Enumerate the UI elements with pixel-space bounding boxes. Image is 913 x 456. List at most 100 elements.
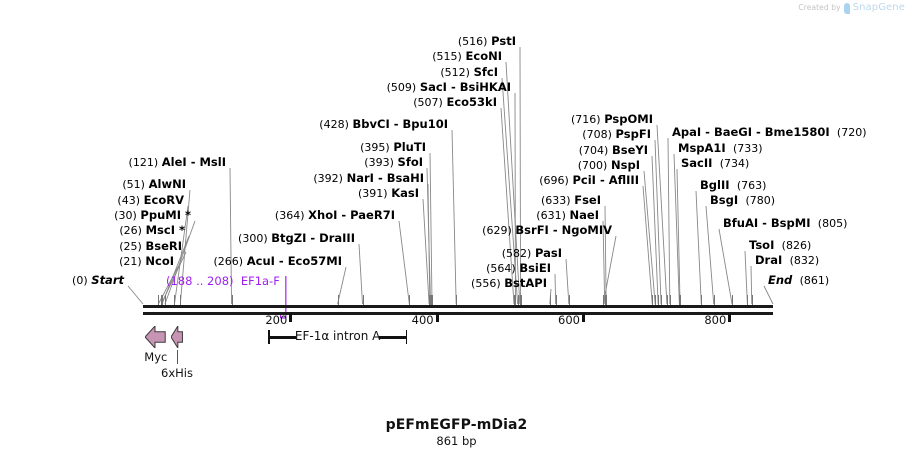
enzyme-position-bsgi: (780) (745, 194, 776, 207)
enzyme-position-ncoi: (21) (119, 255, 142, 268)
enzyme-label-bfuai[interactable]: BfuAI - BspMI (805) (723, 216, 847, 231)
enzyme-label-bglii[interactable]: BglII (763) (700, 179, 766, 193)
enzyme-name-bsgi: BsgI (710, 193, 739, 207)
enzyme-label-xhoi[interactable]: (364) XhoI - PaeR7I (275, 209, 395, 223)
primer-range-ef1a-f: (188 .. 208) (166, 274, 234, 288)
enzyme-label-bstapi[interactable]: (556) BstAPI (471, 276, 547, 291)
cut-site-tick-msci (162, 295, 164, 305)
enzyme-position-apai: (720) (836, 126, 867, 139)
feature-arrow-6xhis[interactable] (170, 326, 183, 348)
enzyme-label-bseri[interactable]: (25) BseRI (119, 240, 182, 254)
enzyme-position-mspa1i: (733) (733, 142, 763, 155)
enzyme-label-bsgi[interactable]: BsgI (780) (710, 193, 776, 208)
enzyme-label-bsiei[interactable]: (564) BsiEI (486, 262, 551, 276)
enzyme-label-eco53ki[interactable]: (507) Eco53kI (413, 96, 497, 110)
enzyme-label-drai[interactable]: DraI (832) (755, 254, 819, 268)
enzyme-name-sfci: SfcI (473, 65, 498, 79)
end-label-position: (861) (799, 274, 830, 287)
enzyme-label-econi[interactable]: (515) EcoNI (432, 49, 502, 64)
enzyme-name-bstapi: BstAPI (504, 276, 547, 290)
enzyme-name-btgzi: BtgZI - DraIII (271, 231, 355, 245)
enzyme-label-nspi[interactable]: (700) NspI (578, 158, 640, 173)
enzyme-position-pspfi: (708) (582, 128, 612, 141)
enzyme-label-sacii[interactable]: SacII (734) (681, 157, 749, 171)
cut-site-tick-ncoi (158, 295, 160, 305)
enzyme-name-kasi: KasI (391, 186, 419, 200)
enzyme-label-pspomi[interactable]: (716) PspOMI (571, 113, 653, 127)
enzyme-label-fsei[interactable]: (633) FseI (540, 193, 601, 208)
enzyme-label-nari[interactable]: (392) NarI - BsaHI (313, 172, 424, 186)
cut-site-tick-bseri (161, 295, 163, 305)
enzyme-label-acui[interactable]: (266) AcuI - Eco57MI (213, 255, 342, 269)
end-label[interactable]: End (861) (768, 274, 830, 288)
plasmid-size-label: 861 bp (436, 434, 477, 448)
enzyme-position-nari: (392) (313, 172, 343, 185)
cut-site-tick-btgzi (362, 295, 364, 305)
enzyme-position-econi: (515) (432, 50, 462, 63)
enzyme-label-psti[interactable]: (516) PstI (458, 35, 516, 49)
enzyme-label-pcii[interactable]: (696) PciI - AflIII (539, 173, 639, 188)
enzyme-label-sfci[interactable]: (512) SfcI (440, 65, 498, 80)
enzyme-label-apai[interactable]: ApaI - BaeGI - Bme1580I (720) (672, 126, 867, 140)
enzyme-label-alei-msli[interactable]: (121) AleI - MslI (129, 156, 226, 170)
enzyme-name-fsei: FseI (574, 193, 601, 207)
enzyme-position-bstapi: (556) (471, 277, 501, 290)
feature-ef1a-intron-a[interactable]: EF-1α intron A (268, 329, 408, 344)
cut-site-tick-bseyi (658, 295, 660, 305)
enzyme-name-saci: SacI - BsiHKAI (419, 80, 511, 94)
enzyme-label-tsoi[interactable]: TsoI (826) (749, 239, 811, 253)
plasmid-title: pEFmEGFP-mDia2 (385, 417, 528, 433)
enzyme-position-bseyi: (704) (578, 144, 609, 157)
ruler-label-600: 600 (558, 313, 580, 327)
cut-site-tick-bsgi (713, 295, 715, 305)
enzyme-label-saci[interactable]: (509) SacI - BsiHKAI (387, 80, 511, 95)
enzyme-label-naei[interactable]: (631) NaeI (536, 209, 599, 223)
start-label[interactable]: (0) Start (72, 274, 124, 288)
cut-site-tick-mspa1i (679, 295, 681, 305)
cut-site-tick-sfoi (430, 295, 432, 305)
enzyme-label-ecorv[interactable]: (43) EcoRV (117, 193, 184, 208)
enzyme-label-sfoi[interactable]: (393) SfoI (364, 155, 423, 170)
enzyme-label-alwni[interactable]: (51) AlwNI (122, 178, 186, 192)
enzyme-label-pasi[interactable]: (582) PasI (502, 247, 562, 261)
enzyme-label-mspa1i[interactable]: MspA1I (733) (678, 141, 763, 156)
feature-label-ef1a-intron-a: EF-1α intron A (294, 329, 381, 343)
enzyme-position-eco53ki: (507) (413, 96, 443, 109)
enzyme-name-sfoi: SfoI (397, 155, 423, 169)
enzyme-name-bfuai: BfuAI - BspMI (723, 216, 811, 230)
watermark-created-by-label: Created by (798, 3, 841, 12)
snapgene-logo-icon (843, 3, 850, 14)
enzyme-position-bseri: (25) (119, 240, 142, 253)
cut-site-tick-pluti (432, 295, 434, 305)
enzyme-position-fsei: (633) (540, 194, 571, 207)
enzyme-label-msci[interactable]: (26) MscI * (119, 224, 185, 238)
enzyme-label-btgzi[interactable]: (300) BtgZI - DraIII (238, 231, 355, 246)
enzyme-label-bbvci[interactable]: (428) BbvCI - Bpu10I (319, 118, 448, 132)
cut-site-tick-alei-msli (231, 295, 233, 305)
cut-site-tick-bsiei (555, 295, 557, 305)
enzyme-name-mspa1i: MspA1I (678, 141, 726, 155)
cut-site-tick-nari (429, 295, 431, 305)
enzyme-position-kasi: (391) (357, 187, 388, 200)
enzyme-label-bseyi[interactable]: (704) BseYI (578, 144, 648, 158)
enzyme-label-pspfi[interactable]: (708) PspFI (582, 128, 651, 142)
enzyme-name-econi: EcoNI (465, 49, 502, 63)
enzyme-name-ecorv: EcoRV (143, 193, 184, 207)
cut-site-tick-fsei (606, 295, 608, 305)
enzyme-position-btgzi: (300) (238, 232, 268, 245)
enzyme-label-bsrfi[interactable]: (629) BsrFI - NgoMIV (482, 224, 612, 238)
cut-site-tick-pcii (652, 295, 654, 305)
cut-site-tick-bsrfi (603, 295, 605, 305)
primer-label-ef1a-f[interactable]: (188 .. 208) EF1a-F (166, 274, 280, 288)
start-label-position: (0) (72, 274, 88, 287)
enzyme-label-ncoi[interactable]: (21) NcoI (119, 255, 174, 269)
enzyme-name-pcii: PciI - AflIII (572, 173, 639, 187)
enzyme-name-nspi: NspI (611, 158, 640, 172)
feature-arrow-myc[interactable] (145, 326, 166, 348)
cut-site-tick-saci (515, 295, 517, 305)
enzyme-label-pluti[interactable]: (395) PluTI (360, 141, 426, 155)
enzyme-label-ppumi[interactable]: (30) PpuMI * (114, 209, 191, 223)
cut-site-tick-bglii (701, 295, 703, 305)
enzyme-label-kasi[interactable]: (391) KasI (357, 186, 419, 201)
